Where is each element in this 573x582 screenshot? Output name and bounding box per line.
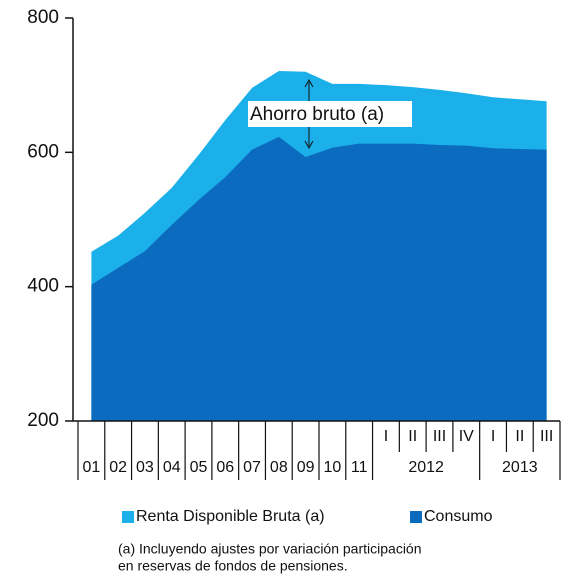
x-tick-label: 02 [109, 459, 127, 476]
legend-label: Consumo [424, 508, 493, 525]
footnote: (a) Incluyendo ajustes por variación par… [118, 541, 422, 557]
annotation: Ahorro bruto (a) [250, 104, 384, 125]
annotation-box [248, 101, 412, 127]
legend-swatch [410, 511, 422, 523]
group-label: 2013 [502, 459, 538, 476]
x-tick-label: 08 [270, 459, 288, 476]
x-tick-label: 04 [163, 459, 181, 476]
area [91, 136, 547, 421]
x-tick-label: I [491, 428, 495, 445]
arrow-head [304, 78, 314, 88]
x-tick-label: 07 [243, 459, 261, 476]
x-tick-label: 09 [297, 459, 315, 476]
y-tick-label: 200 [27, 410, 59, 431]
x-tick-label: II [515, 428, 524, 445]
footnote: en reservas de fondos de pensiones. [118, 558, 348, 574]
x-tick-label: III [433, 428, 446, 445]
x-tick-label: III [540, 428, 553, 445]
x-tick-label: IV [459, 428, 474, 445]
y-tick-label: 800 [27, 7, 59, 28]
x-tick-label: 01 [82, 459, 100, 476]
legend-label: Renta Disponible Bruta (a) [136, 508, 325, 525]
x-tick-label: 06 [216, 459, 234, 476]
x-tick-label: 11 [351, 459, 368, 476]
x-tick-label: 05 [190, 459, 208, 476]
y-tick-label: 400 [27, 276, 59, 297]
arrow-head [304, 140, 314, 150]
y-tick-label: 600 [27, 141, 59, 162]
x-tick-label: 10 [323, 459, 341, 476]
group-label: 2012 [408, 459, 444, 476]
legend-swatch [122, 511, 134, 523]
x-tick-label: II [408, 428, 417, 445]
x-tick-label: I [384, 428, 388, 445]
x-tick-label: 03 [136, 459, 154, 476]
